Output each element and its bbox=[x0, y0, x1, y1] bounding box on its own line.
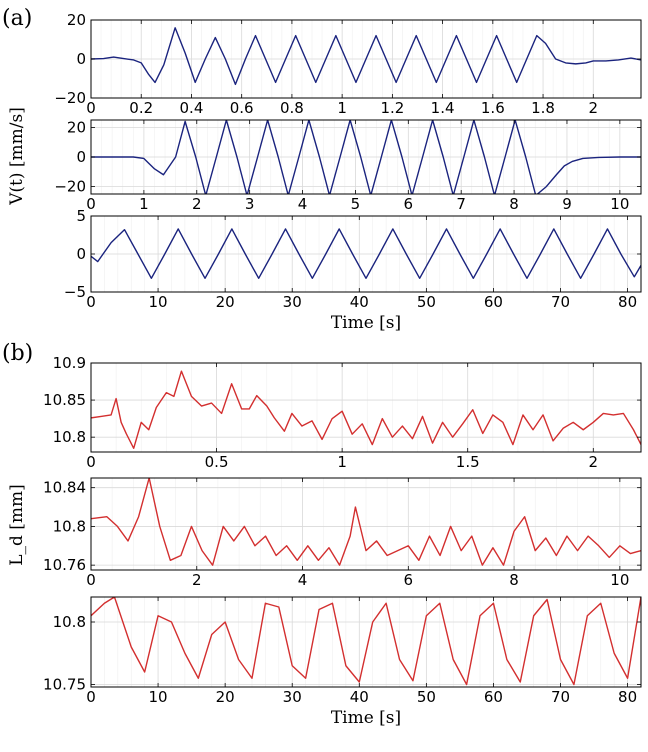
x-tick-label: 0 bbox=[86, 99, 96, 117]
x-tick-label: 2 bbox=[192, 195, 202, 213]
series-line bbox=[91, 597, 641, 686]
x-tick-label: 70 bbox=[551, 688, 570, 706]
x-tick-label: 40 bbox=[350, 293, 369, 311]
y-tick-label: 5 bbox=[76, 207, 86, 225]
axes-frame bbox=[90, 362, 642, 453]
x-axis-label: Time [s] bbox=[331, 708, 401, 728]
y-tick-label: 10.8 bbox=[53, 517, 86, 535]
x-tick-label: 0 bbox=[86, 571, 96, 589]
x-tick-label: 10 bbox=[610, 195, 629, 213]
x-tick-label: 0 bbox=[86, 688, 96, 706]
x-tick-label: 80 bbox=[618, 688, 637, 706]
x-tick-label: 1 bbox=[337, 99, 347, 117]
x-tick-label: 6 bbox=[404, 571, 414, 589]
x-tick-label: 1.4 bbox=[431, 99, 455, 117]
x-tick-label: 2 bbox=[192, 571, 202, 589]
x-tick-label: 30 bbox=[283, 688, 302, 706]
y-tick-label: −20 bbox=[54, 89, 86, 107]
x-tick-label: 60 bbox=[484, 688, 503, 706]
y-tick-label: 0 bbox=[76, 148, 86, 166]
y-tick-label: 20 bbox=[67, 11, 86, 29]
y-tick-label: 0 bbox=[76, 245, 86, 263]
subplot-6: 0 10 20 30 40 50 60 70 80 10.75 10.8 Time [s] bbox=[43, 596, 642, 728]
x-tick-label: 50 bbox=[417, 293, 436, 311]
y-tick-label: 0 bbox=[76, 50, 86, 68]
x-tick-label: 8 bbox=[509, 571, 519, 589]
y-tick-label: 10.84 bbox=[43, 479, 86, 497]
x-tick-label: 9 bbox=[562, 195, 572, 213]
x-tick-label: 0 bbox=[86, 195, 96, 213]
y-tick-label: 10.85 bbox=[43, 391, 86, 409]
y-axis-label-a: V(t) [mm/s] bbox=[7, 107, 27, 206]
series-line bbox=[91, 478, 641, 566]
x-tick-label: 10 bbox=[149, 688, 168, 706]
subplot-4: 0 0.5 1 1.5 2 10.8 10.85 10.9 bbox=[43, 354, 642, 471]
x-tick-label: 8 bbox=[509, 195, 519, 213]
y-tick-label: −5 bbox=[64, 283, 86, 301]
x-tick-label: 2 bbox=[589, 99, 599, 117]
x-tick-label: 20 bbox=[216, 293, 235, 311]
subplot-5: 0 2 4 6 8 10 10.76 10.8 10.84 bbox=[43, 477, 642, 589]
y-tick-label: −20 bbox=[54, 178, 86, 196]
x-tick-label: 7 bbox=[456, 195, 466, 213]
x-tick-label: 1.6 bbox=[481, 99, 505, 117]
x-tick-label: 0.5 bbox=[205, 453, 229, 471]
x-tick-label: 4 bbox=[298, 195, 308, 213]
x-tick-label: 50 bbox=[417, 688, 436, 706]
axes-frame bbox=[90, 596, 642, 688]
x-tick-label: 0.4 bbox=[180, 99, 204, 117]
x-tick-label: 5 bbox=[351, 195, 361, 213]
y-tick-label: 20 bbox=[67, 118, 86, 136]
panel-label-a: (a) bbox=[2, 6, 32, 31]
x-tick-label: 20 bbox=[216, 688, 235, 706]
x-tick-label: 70 bbox=[551, 293, 570, 311]
x-tick-label: 30 bbox=[283, 293, 302, 311]
x-tick-label: 3 bbox=[245, 195, 255, 213]
y-axis-label-b: L_d [mm] bbox=[7, 484, 27, 566]
series-line bbox=[91, 370, 641, 449]
x-tick-label: 0.8 bbox=[280, 99, 304, 117]
series-line bbox=[91, 228, 641, 280]
x-tick-label: 80 bbox=[618, 293, 637, 311]
y-tick-label: 10.8 bbox=[53, 613, 86, 631]
x-tick-label: 0 bbox=[86, 453, 96, 471]
x-tick-label: 0.6 bbox=[230, 99, 254, 117]
x-tick-label: 1.8 bbox=[531, 99, 555, 117]
y-tick-label: 10.75 bbox=[43, 676, 86, 694]
x-tick-label: 2 bbox=[589, 453, 599, 471]
axes-frame bbox=[90, 477, 642, 571]
x-tick-label: 60 bbox=[484, 293, 503, 311]
x-tick-label: 10 bbox=[610, 571, 629, 589]
x-tick-label: 4 bbox=[298, 571, 308, 589]
x-tick-label: 1.5 bbox=[456, 453, 480, 471]
x-tick-label: 10 bbox=[149, 293, 168, 311]
x-tick-label: 1.2 bbox=[380, 99, 404, 117]
x-tick-label: 0.2 bbox=[129, 99, 153, 117]
y-tick-label: 10.8 bbox=[53, 428, 86, 446]
x-tick-label: 1 bbox=[337, 453, 347, 471]
x-tick-label: 0 bbox=[86, 293, 96, 311]
series-line bbox=[91, 27, 641, 86]
panel-label-b: (b) bbox=[2, 341, 33, 366]
x-tick-label: 40 bbox=[350, 688, 369, 706]
y-tick-label: 10.9 bbox=[53, 354, 86, 372]
y-tick-label: 10.76 bbox=[43, 556, 86, 574]
x-tick-label: 1 bbox=[139, 195, 149, 213]
x-axis-label: Time [s] bbox=[331, 313, 401, 333]
x-tick-label: 6 bbox=[404, 195, 414, 213]
